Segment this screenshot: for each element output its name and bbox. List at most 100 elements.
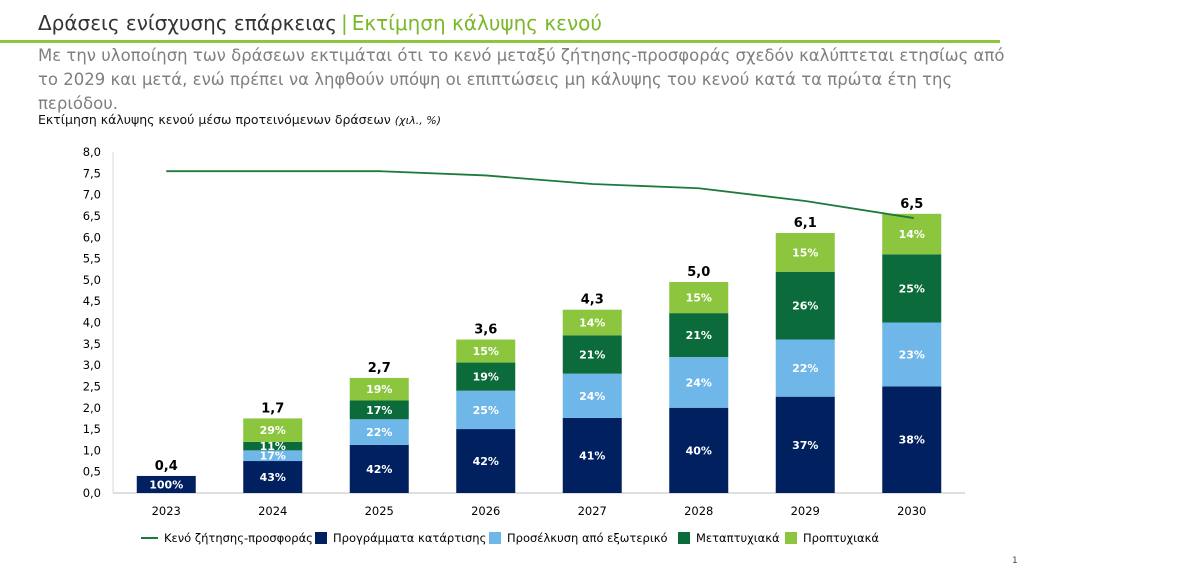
bar-total-label: 3,6 <box>474 323 497 338</box>
x-tick-label: 2029 <box>791 504 820 518</box>
title-separator: | <box>340 11 348 35</box>
bar-segment-label: 21% <box>579 348 605 361</box>
bar-segment <box>136 475 196 493</box>
bar-segment-label: 19% <box>473 371 499 384</box>
x-tick-label: 2023 <box>152 504 181 518</box>
bar-segment-label: 15% <box>792 246 818 259</box>
y-tick-label: 1,0 <box>83 443 101 457</box>
title-sub: Εκτίμηση κάλυψης κενού <box>351 11 602 35</box>
bar-segment-label: 11% <box>260 440 286 453</box>
bar-segment <box>243 418 303 442</box>
legend-label: Κενό ζήτησης-προσφοράς <box>164 531 313 545</box>
bar-segment-label: 25% <box>473 404 499 417</box>
legend-swatch <box>315 532 327 544</box>
bar-total-label: 0,4 <box>155 459 178 474</box>
bar-segment <box>349 400 409 420</box>
bar-segment <box>562 309 622 336</box>
bar-segment-label: 22% <box>366 426 392 439</box>
y-tick-label: 2,0 <box>83 401 101 415</box>
bar-segment <box>775 339 835 397</box>
bar-segment-label: 15% <box>686 292 712 305</box>
x-tick-label: 2025 <box>365 504 394 518</box>
x-tick-label: 2024 <box>258 504 287 518</box>
x-tick-label: 2027 <box>578 504 607 518</box>
bar-segment <box>775 396 835 493</box>
bar-segment-label: 17% <box>260 450 286 463</box>
bar-segment-label: 38% <box>899 434 925 447</box>
legend-label: Προσέλκυση από εξωτερικό <box>507 531 668 545</box>
bar-segment-label: 23% <box>899 348 925 361</box>
bar-segment-label: 25% <box>899 282 925 295</box>
bar-segment-label: 24% <box>686 376 712 389</box>
gap-series-line <box>166 170 914 219</box>
legend-label: Προγράμματα κατάρτισης <box>333 531 486 545</box>
bar-segment-label: 42% <box>473 455 499 468</box>
bar-segment <box>669 313 729 358</box>
bar-segment-label: 21% <box>686 329 712 342</box>
y-tick-label: 3,0 <box>83 358 101 372</box>
bar-segment <box>775 271 835 340</box>
y-tick-label: 4,5 <box>83 294 101 308</box>
y-tick-label: 1,5 <box>83 422 101 436</box>
bar-segment-label: 40% <box>686 444 712 457</box>
bar-total-label: 4,3 <box>581 293 604 308</box>
bar-total-label: 1,7 <box>261 401 284 416</box>
bar-segment <box>882 213 942 255</box>
bar-segment <box>456 362 516 391</box>
chart-title: Εκτίμηση κάλυψης κενού μέσω προτεινόμενω… <box>38 112 441 127</box>
x-tick-label: 2026 <box>471 504 500 518</box>
bar-segment <box>882 322 942 387</box>
bar-total-label: 6,1 <box>794 216 817 231</box>
legend-label: Προπτυχιακά <box>803 531 879 545</box>
bar-total-label: 2,7 <box>368 361 391 376</box>
bar-segment-label: 43% <box>260 471 286 484</box>
y-tick-label: 3,5 <box>83 337 101 351</box>
bar-segment <box>562 335 622 374</box>
page-title: Δράσεις ενίσχυσης επάρκειας | Εκτίμηση κάλ… <box>38 8 1018 38</box>
bar-segment <box>562 417 622 493</box>
bar-segment-label: 24% <box>579 390 605 403</box>
bar-segment-label: 26% <box>792 300 818 313</box>
bar-segment <box>349 444 409 493</box>
bar-segment <box>456 429 516 493</box>
chart-title-text: Εκτίμηση κάλυψης κενού μέσω προτεινόμενω… <box>38 112 391 127</box>
bar-segment-label: 100% <box>149 478 183 491</box>
bar-segment-label: 37% <box>792 439 818 452</box>
bar-segment <box>669 357 729 408</box>
bar-segment <box>669 407 729 493</box>
y-tick-label: 0,5 <box>83 465 101 479</box>
bar-segment-label: 19% <box>366 383 392 396</box>
y-tick-label: 5,0 <box>83 273 101 287</box>
bar-segment <box>349 419 409 445</box>
bar-segment-label: 22% <box>792 362 818 375</box>
bar-segment <box>243 450 303 462</box>
y-tick-label: 4,0 <box>83 316 101 330</box>
bar-segment <box>243 461 303 493</box>
legend-swatch <box>678 532 690 544</box>
legend-swatch <box>785 532 797 544</box>
bar-segment-label: 14% <box>899 228 925 241</box>
y-tick-label: 6,5 <box>83 209 101 223</box>
y-tick-label: 7,0 <box>83 188 101 202</box>
bar-segment-label: 14% <box>579 317 605 330</box>
x-tick-label: 2030 <box>897 504 926 518</box>
y-tick-label: 8,0 <box>83 145 101 159</box>
bar-total-label: 6,5 <box>900 197 923 212</box>
x-tick-label: 2028 <box>684 504 713 518</box>
bar-segment <box>882 386 942 493</box>
bar-segment <box>349 377 409 401</box>
y-tick-label: 5,5 <box>83 252 101 266</box>
bar-segment <box>669 282 729 314</box>
legend-label: Μεταπτυχιακά <box>696 531 780 545</box>
bar-segment-label: 17% <box>366 404 392 417</box>
page-subtitle: Με την υλοποίηση των δράσεων εκτιμάται ό… <box>38 46 1005 113</box>
y-tick-label: 0,0 <box>83 486 101 500</box>
y-tick-label: 6,0 <box>83 230 101 244</box>
title-main: Δράσεις ενίσχυσης επάρκειας <box>38 11 337 35</box>
bar-segment <box>456 339 516 363</box>
page-header: Δράσεις ενίσχυσης επάρκειας | Εκτίμηση κάλ… <box>38 8 1018 38</box>
bar-total-label: 5,0 <box>687 265 710 280</box>
bar-segment-label: 41% <box>579 449 605 462</box>
bar-segment <box>562 373 622 418</box>
